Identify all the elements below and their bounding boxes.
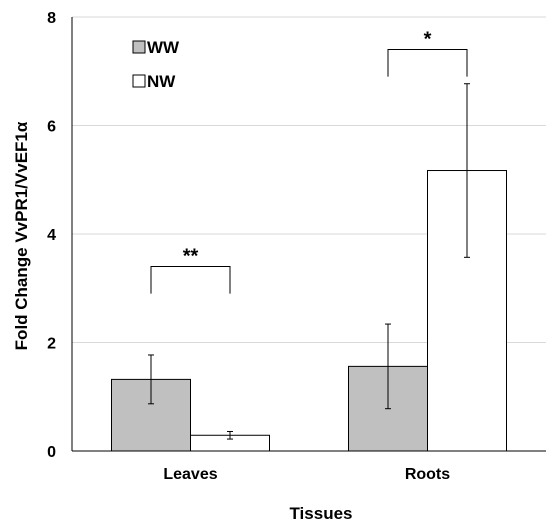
error-bar bbox=[464, 83, 470, 258]
y-tick-label: 8 bbox=[47, 10, 56, 27]
bars bbox=[111, 170, 507, 452]
legend-swatch bbox=[132, 40, 146, 54]
y-axis-title: Fold Change VvPR1/VvEF1α bbox=[12, 121, 31, 350]
significance-bracket bbox=[150, 266, 231, 294]
axes bbox=[71, 17, 546, 452]
error-bars bbox=[148, 83, 470, 440]
x-tick-label: Roots bbox=[405, 466, 450, 483]
legend-label: NW bbox=[147, 72, 176, 91]
x-tick-label: Leaves bbox=[163, 466, 217, 483]
significance-label: * bbox=[424, 29, 432, 51]
y-tick-label: 4 bbox=[47, 227, 56, 244]
legend: WW NW bbox=[132, 38, 180, 91]
legend-swatch bbox=[132, 74, 146, 88]
significance-bracket bbox=[387, 49, 468, 77]
tick-labels: 0 2 4 6 8 Leaves Roots bbox=[47, 10, 450, 483]
error-bar bbox=[385, 323, 391, 410]
legend-label: WW bbox=[147, 38, 180, 57]
significance-brackets: *** bbox=[150, 29, 468, 294]
error-bar bbox=[227, 430, 233, 440]
error-bar bbox=[148, 354, 154, 405]
y-tick-label: 2 bbox=[47, 336, 56, 353]
x-axis-title: Tissues bbox=[289, 504, 352, 523]
y-tick-label: 0 bbox=[47, 444, 56, 461]
significance-label: ** bbox=[183, 246, 199, 268]
y-tick-label: 6 bbox=[47, 119, 56, 136]
